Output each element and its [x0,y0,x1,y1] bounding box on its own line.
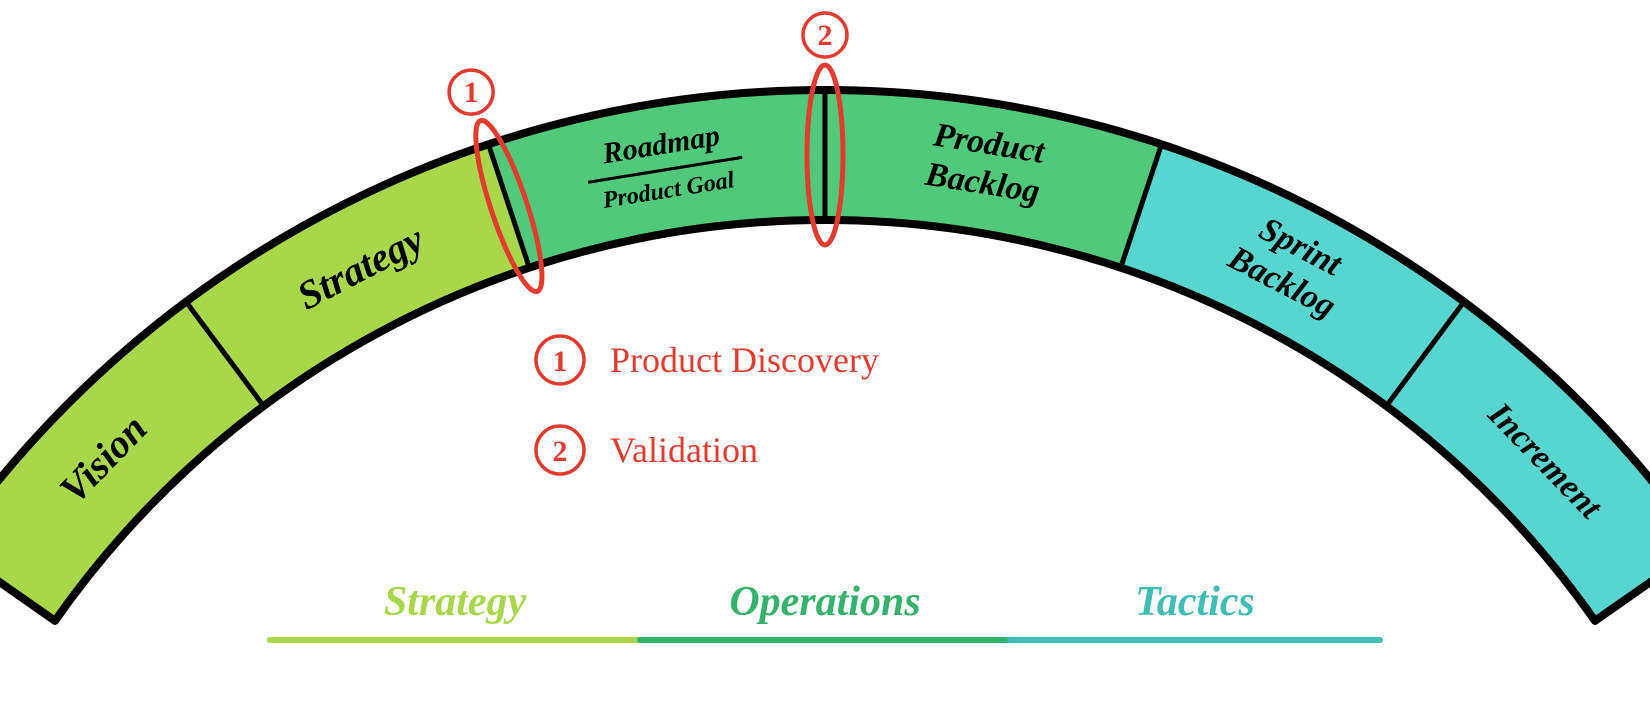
category-label: Operations [729,579,920,625]
category-label: Tactics [1135,579,1255,625]
category-bar: Strategy Operations Tactics [270,579,1380,640]
marker-number: 1 [464,76,479,109]
marker-number: 2 [818,19,833,52]
legend-text: Product Discovery [610,340,879,380]
diagram-canvas: VisionStrategyRoadmapProduct GoalProduct… [0,0,1650,725]
category-label: Strategy [384,579,527,625]
legend: 1 Product Discovery 2 Validation [536,336,879,474]
legend-number: 1 [553,345,568,378]
legend-number: 2 [553,435,568,468]
legend-text: Validation [610,430,758,470]
